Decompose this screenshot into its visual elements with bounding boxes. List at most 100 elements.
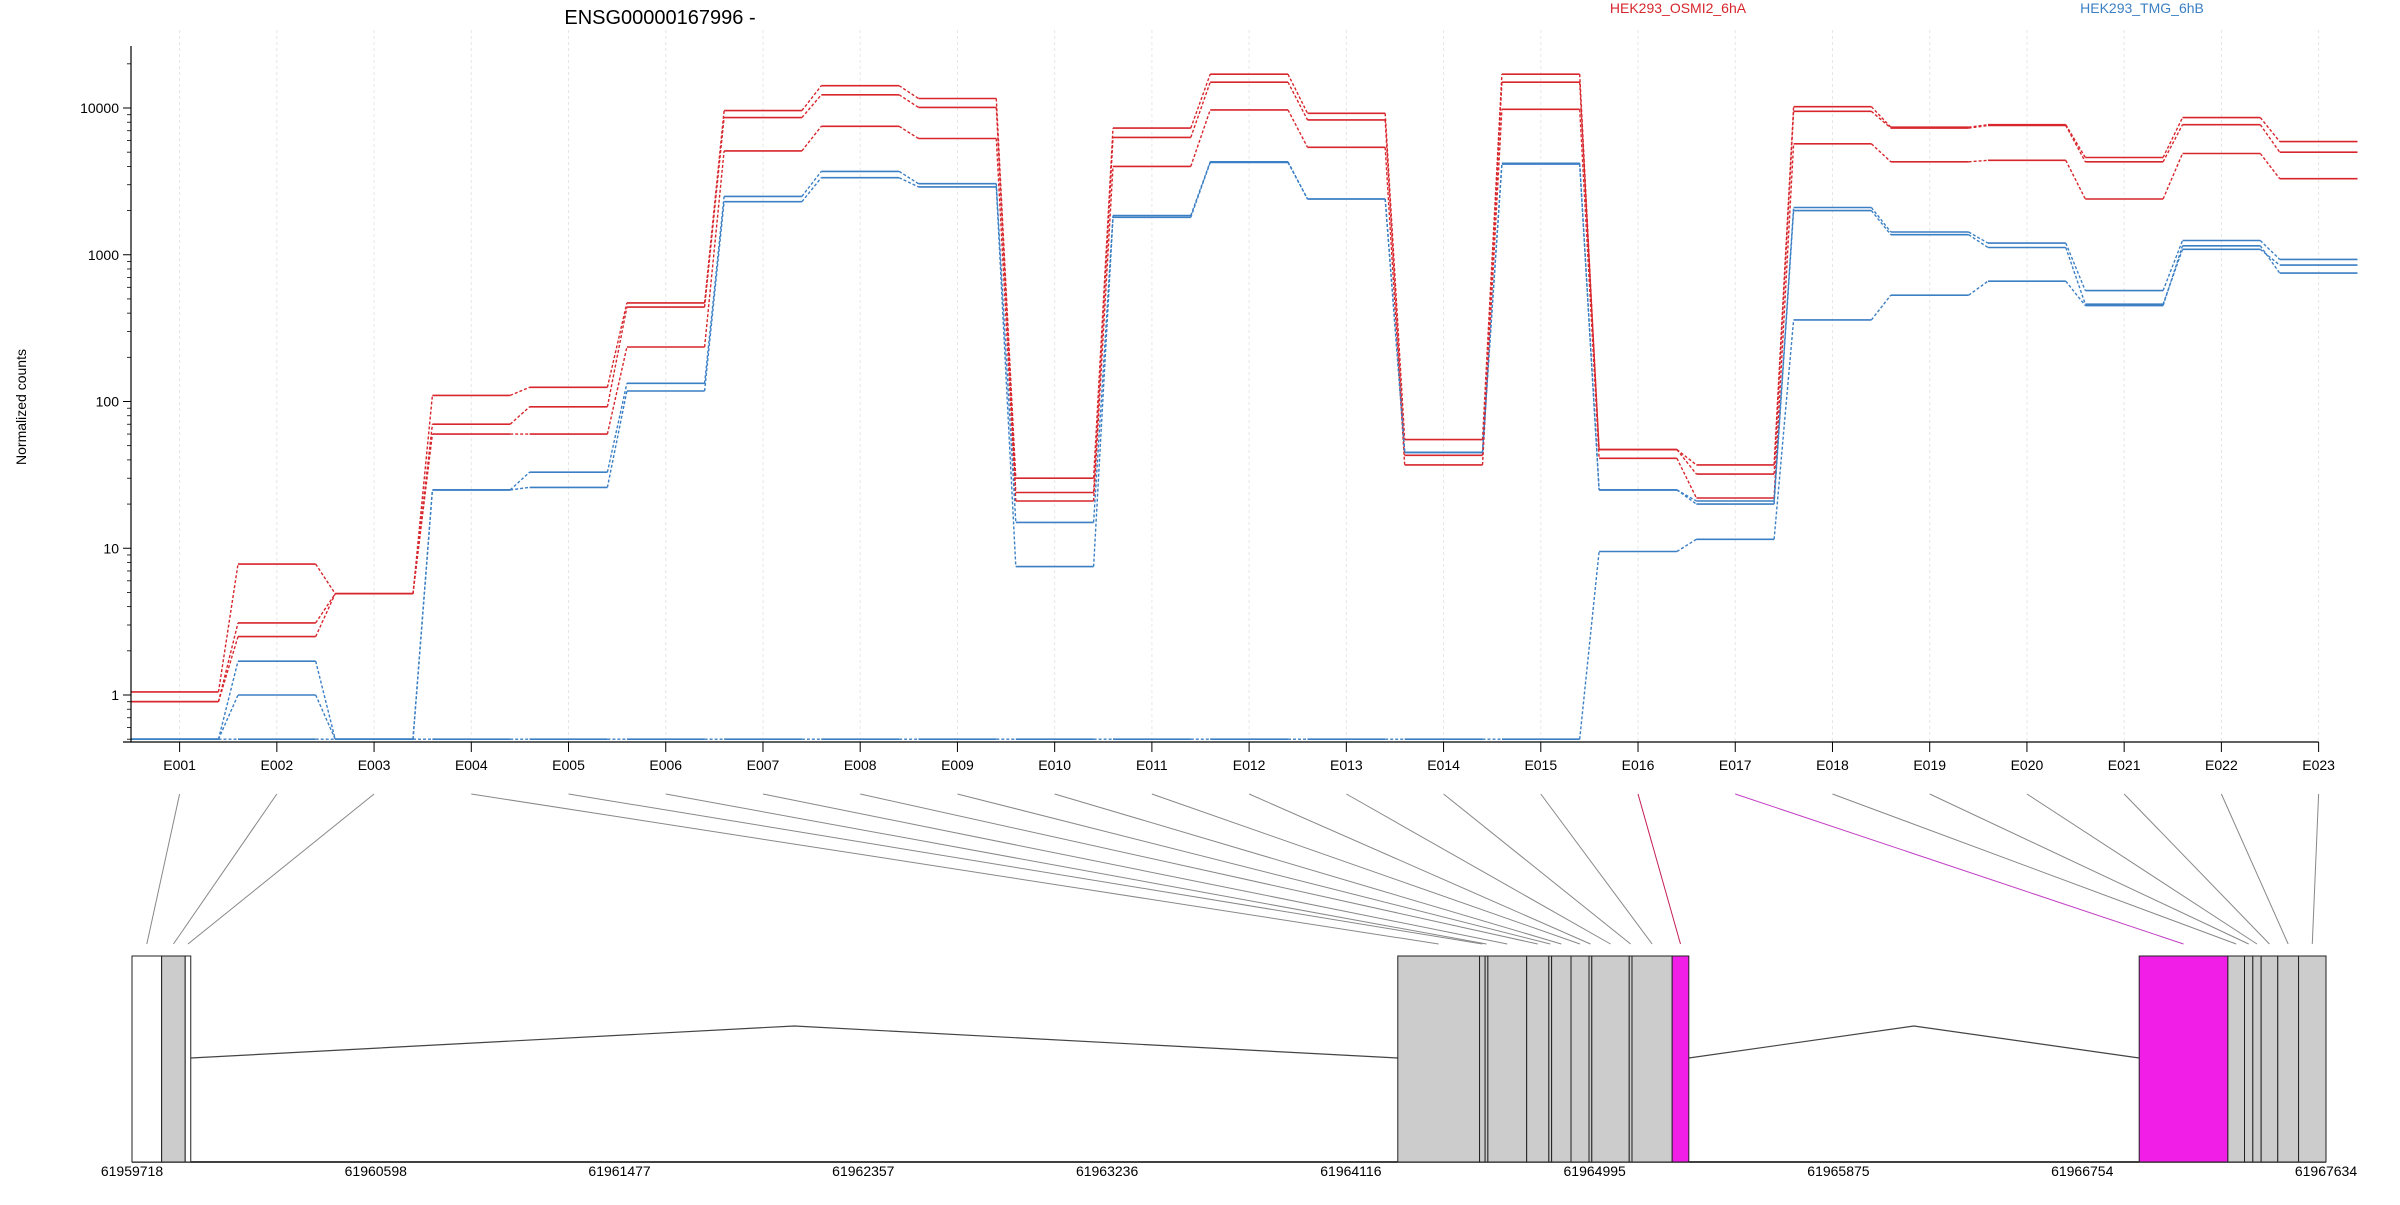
axes-layer: 1 10 100 1000 10000 E001 E002 E003 E004 E005 E006 E… [80, 46, 2335, 773]
exon-block-e003 [184, 955, 192, 1163]
series-connector-1 [217, 73, 2281, 693]
exon-block-e007 [1487, 955, 1528, 1163]
coordinate-label: 61960598 [345, 1163, 408, 1179]
exon-connector-e014 [1443, 793, 1631, 945]
legend-label-osmi2: HEK293_OSMI2_6hA [1610, 0, 1747, 16]
exon-connector-e004 [471, 793, 1439, 945]
exon-connector-e012 [1248, 793, 1591, 945]
y-axis-label: Normalized counts [13, 349, 29, 465]
series-connector-6 [218, 245, 2281, 740]
y-tick-label: 1000 [88, 247, 119, 263]
exon-connector-e006 [665, 793, 1487, 945]
exon-connector-e021 [2123, 793, 2270, 945]
series-line-1 [131, 73, 2358, 693]
x-tick-label-e018: E018 [1816, 757, 1849, 773]
exon-block-e005 [1479, 955, 1486, 1163]
x-tick-label-e020: E020 [2011, 757, 2044, 773]
x-tick-label-e006: E006 [649, 757, 682, 773]
exon-block-e015 [1631, 955, 1673, 1163]
exon-connector-e005 [568, 793, 1483, 945]
exon-connector-e017 [1735, 793, 2184, 945]
exon-connector-e013 [1346, 793, 1611, 945]
gene-model-layer: 61959718 61960598 61961477 61962357 61963236… [101, 955, 2358, 1179]
exon-connector-e016 [1637, 793, 1681, 945]
exon-connector-e023 [2311, 793, 2320, 945]
exon-connector-e010 [1054, 793, 1562, 945]
x-tick-label-e012: E012 [1233, 757, 1266, 773]
series-connector-3 [217, 109, 2281, 702]
coordinate-label: 61961477 [588, 1163, 651, 1179]
exon-block-e020 [2252, 955, 2262, 1163]
series-layer [131, 73, 2358, 740]
intron-line [190, 1025, 1398, 1059]
x-tick-label-e008: E008 [844, 757, 877, 773]
exon-block-e004 [1397, 955, 1481, 1163]
y-tick-label: 10 [103, 540, 119, 556]
exon-connector-e020 [2026, 793, 2258, 945]
coordinate-label: 61962357 [832, 1163, 895, 1179]
x-tick-label-e011: E011 [1136, 757, 1168, 773]
x-tick-label-e009: E009 [941, 757, 974, 773]
x-tick-label-e010: E010 [1038, 757, 1071, 773]
exon-block-e013 [1591, 955, 1630, 1163]
coordinate-label: 61959718 [101, 1163, 164, 1179]
coordinate-label: 61963236 [1076, 1163, 1139, 1179]
exon-connector-e008 [860, 793, 1538, 945]
exon-block-e016 [1671, 955, 1690, 1163]
series-line-3 [131, 108, 2358, 703]
coordinate-label: 61967634 [2295, 1163, 2358, 1179]
grid-layer [179, 30, 2320, 742]
x-tick-label-e005: E005 [552, 757, 585, 773]
x-tick-label-e007: E007 [747, 757, 780, 773]
chart-title: ENSG00000167996 - [564, 7, 755, 29]
coordinate-label: 61964995 [1564, 1163, 1627, 1179]
exon-block-e008 [1526, 955, 1550, 1163]
exon-connector-e003 [187, 793, 375, 945]
series-line-6 [131, 245, 2358, 740]
x-tick-label-e004: E004 [455, 757, 488, 773]
x-tick-label-e015: E015 [1524, 757, 1557, 773]
x-tick-label-e001: E001 [163, 757, 196, 773]
exon-connector-e022 [2220, 793, 2289, 945]
x-tick-label-e003: E003 [358, 757, 391, 773]
exon-block-e018 [2227, 955, 2246, 1163]
exon-block-e011 [1570, 955, 1590, 1163]
exon-block-e022 [2277, 955, 2300, 1163]
x-tick-label-e023: E023 [2302, 757, 2335, 773]
coordinate-label: 61964116 [1320, 1163, 1381, 1179]
series-line-5 [131, 161, 2358, 740]
exon-block-e021 [2260, 955, 2279, 1163]
x-tick-label-e022: E022 [2205, 757, 2238, 773]
exon-connector-e019 [1929, 793, 2249, 945]
x-tick-label-e014: E014 [1427, 757, 1460, 773]
exon-connector-e002 [173, 793, 278, 945]
x-tick-label-e013: E013 [1330, 757, 1363, 773]
coordinate-label: 61965875 [1807, 1163, 1870, 1179]
series-line-2 [131, 81, 2358, 703]
exon-block-e017 [2138, 955, 2229, 1163]
exon-connector-e018 [1832, 793, 2237, 945]
exon-connector-e001 [146, 793, 181, 945]
exon-block-e001 [131, 955, 163, 1163]
x-tick-label-e017: E017 [1719, 757, 1752, 773]
y-tick-label: 100 [96, 394, 120, 410]
x-tick-label-e021: E021 [2108, 757, 2141, 773]
exon-connector-e015 [1540, 793, 1653, 945]
y-tick-label: 10000 [80, 100, 119, 116]
exon-connector-e011 [1151, 793, 1581, 945]
x-tick-label-e016: E016 [1622, 757, 1655, 773]
exon-block-e002 [161, 955, 186, 1163]
legend-label-tmg: HEK293_TMG_6hB [2080, 0, 2204, 16]
x-tick-label-e019: E019 [1913, 757, 1946, 773]
exon-connector-e009 [957, 793, 1551, 945]
series-line-4 [131, 161, 2358, 740]
exon-block-e010 [1551, 955, 1572, 1163]
exon-block-e023 [2298, 955, 2327, 1163]
exon-connector-e007 [762, 793, 1508, 945]
exon-block-e019 [2244, 955, 2254, 1163]
intron-line [1688, 1025, 2140, 1059]
y-tick-label: 1 [111, 687, 119, 703]
exon-connector-layer [146, 793, 2320, 945]
